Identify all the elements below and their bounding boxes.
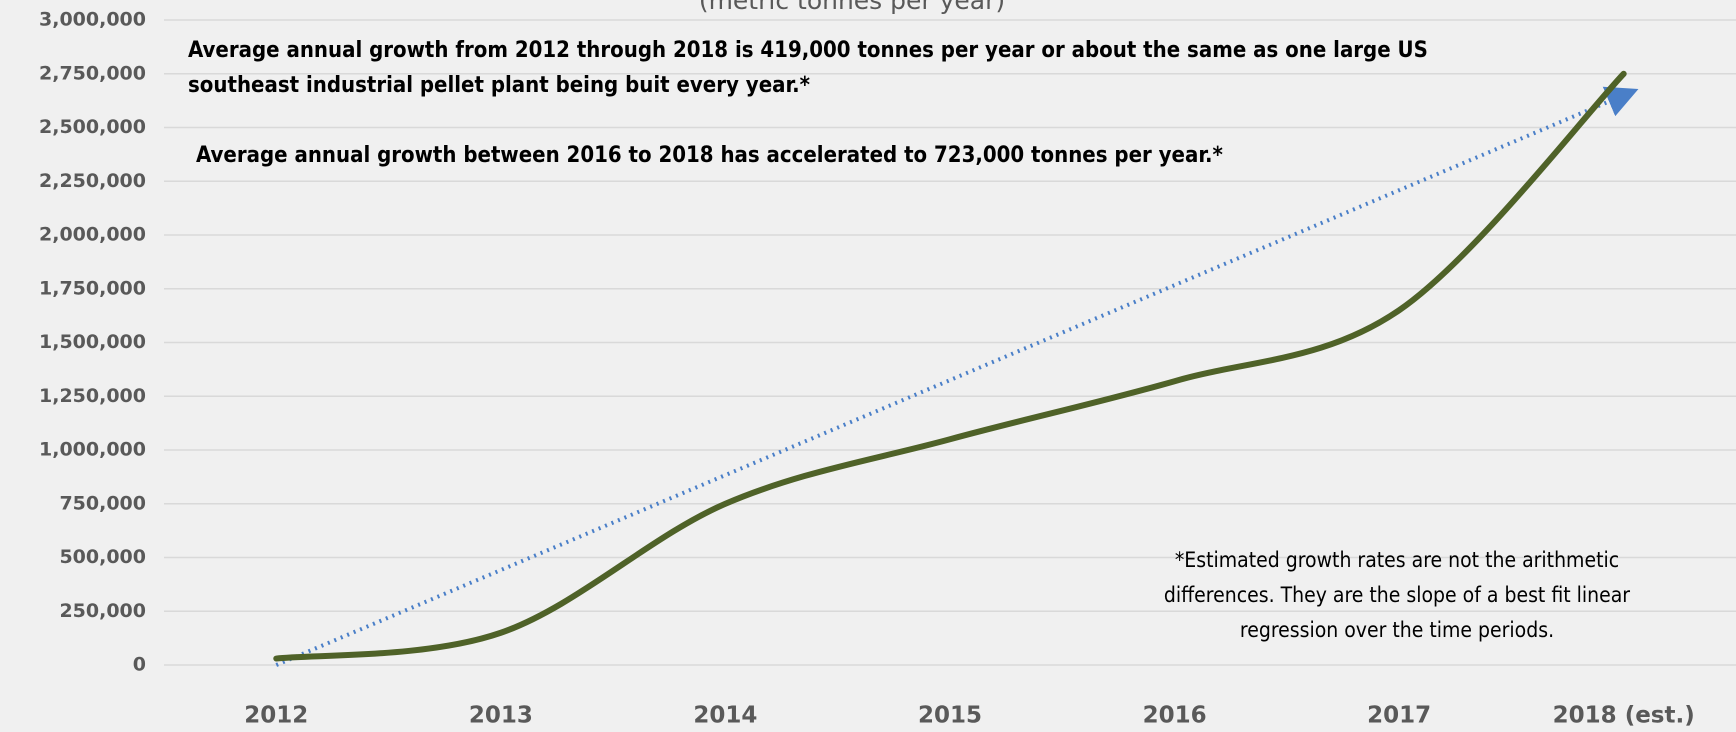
x-tick-label: 2017 xyxy=(1367,703,1431,729)
annotation: regression over the time periods. xyxy=(1240,618,1554,642)
x-tick-label: 2018 (est.) xyxy=(1553,703,1695,729)
y-tick-label: 1,500,000 xyxy=(39,331,146,353)
y-tick-label: 2,250,000 xyxy=(39,170,146,192)
y-tick-label: 2,500,000 xyxy=(39,116,146,138)
annotation: southeast industrial pellet plant being … xyxy=(188,73,810,98)
chart-subtitle: (metric tonnes per year) xyxy=(699,0,1005,15)
annotation: differences. They are the slope of a bes… xyxy=(1164,583,1630,607)
x-tick-label: 2016 xyxy=(1143,703,1207,729)
y-tick-label: 1,000,000 xyxy=(39,439,146,461)
annotation: Average annual growth between 2016 to 20… xyxy=(196,143,1223,168)
annotation: *Estimated growth rates are not the arit… xyxy=(1175,548,1619,572)
y-tick-label: 750,000 xyxy=(59,492,146,514)
x-tick-label: 2014 xyxy=(693,703,757,729)
y-tick-label: 3,000,000 xyxy=(39,9,146,31)
x-tick-label: 2015 xyxy=(918,703,982,729)
x-tick-label: 2013 xyxy=(469,703,533,729)
y-tick-label: 2,750,000 xyxy=(39,62,146,84)
data-line xyxy=(273,70,1627,662)
y-tick-label: 1,750,000 xyxy=(39,277,146,299)
y-tick-label: 250,000 xyxy=(59,600,146,622)
y-tick-label: 500,000 xyxy=(59,546,146,568)
annotation: Average annual growth from 2012 through … xyxy=(188,38,1428,63)
y-tick-label: 0 xyxy=(133,654,146,676)
y-tick-label: 1,250,000 xyxy=(39,385,146,407)
trend-line xyxy=(275,86,1639,667)
x-tick-label: 2012 xyxy=(244,703,308,729)
y-tick-label: 2,000,000 xyxy=(39,224,146,246)
